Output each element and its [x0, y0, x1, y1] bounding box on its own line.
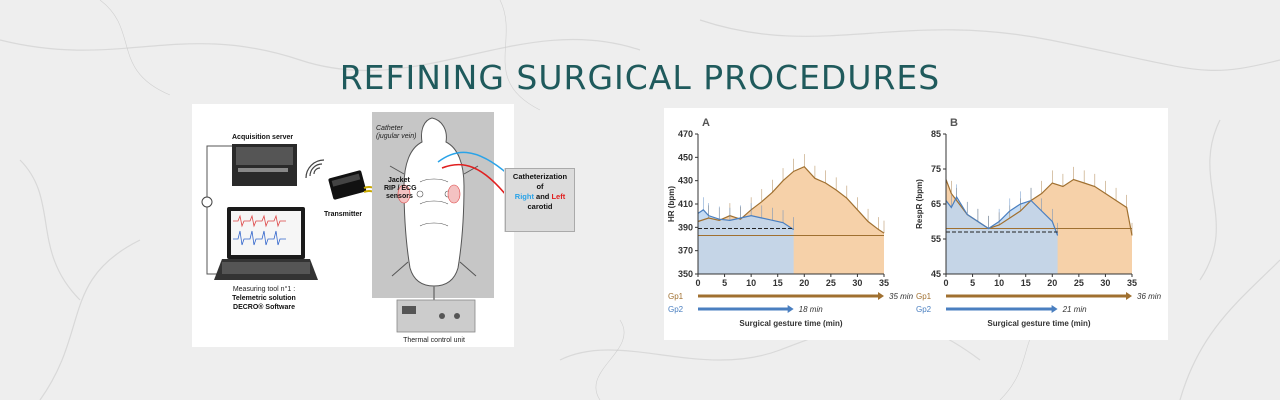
jacket-sensor-label: RIP / ECG: [384, 185, 417, 192]
y-tick-label: 65: [931, 199, 941, 209]
duration-label-gp1: 35 min: [889, 292, 914, 301]
y-axis-label: HR (bpm): [667, 186, 676, 222]
catheter-vein-label: (jugular vein): [376, 133, 416, 140]
x-tick-label: 35: [1127, 278, 1137, 288]
y-axis-label: RespR (bpm): [915, 179, 924, 229]
group-label-gp2: Gp2: [668, 305, 684, 314]
duration-label-gp2: 21 min: [1062, 305, 1088, 314]
catheterization-of-label: of: [536, 182, 544, 191]
and-label: and: [533, 192, 552, 201]
cable: [206, 145, 232, 275]
x-tick-label: 35: [879, 278, 889, 288]
y-tick-label: 450: [678, 152, 693, 162]
y-tick-label: 85: [931, 129, 941, 139]
arrow-head: [787, 305, 794, 313]
catheter-label: Catheter: [376, 125, 404, 132]
right-label: Right: [514, 192, 534, 201]
x-tick-label: 15: [1021, 278, 1031, 288]
y-tick-label: 350: [678, 269, 693, 279]
x-tick-label: 25: [826, 278, 836, 288]
x-tick-label: 20: [1047, 278, 1057, 288]
left-label: Left: [551, 192, 566, 201]
area-gp2: [698, 209, 794, 274]
telemetric-solution-label: Telemetric solution: [232, 295, 296, 302]
charts-panel: 350 370 390 410 430 450 470 0 5 10 15 20 25 30 35 A HR (…: [664, 108, 1168, 340]
x-axis-label: Surgical gesture time (min): [739, 319, 842, 328]
x-tick-label: 5: [970, 278, 975, 288]
line-gp2: [697, 209, 794, 231]
panel-label: A: [702, 117, 710, 129]
setup-diagram: Acquisition server Measuring tool n°1 : …: [192, 104, 514, 347]
thermal-control-icon: [396, 299, 476, 333]
x-tick-label: 30: [1100, 278, 1110, 288]
y-tick-label: 390: [678, 222, 693, 232]
area-gp2: [946, 197, 1058, 274]
x-tick-label: 5: [722, 278, 727, 288]
group-label-gp1: Gp1: [668, 292, 684, 301]
x-axis-label: Surgical gesture time (min): [987, 319, 1090, 328]
left-catheter-line: [441, 163, 511, 201]
transmitter-icon: [328, 170, 367, 200]
y-tick-label: 45: [931, 269, 941, 279]
x-tick-label: 10: [746, 278, 756, 288]
panel-label: B: [950, 117, 958, 129]
line-gp2: [945, 195, 1059, 236]
carotid-label: carotid: [527, 202, 553, 211]
x-tick-label: 25: [1074, 278, 1084, 288]
catheterization-box: Catheterization of Right and Left caroti…: [505, 168, 575, 232]
x-tick-label: 0: [695, 278, 700, 288]
page-title: REFINING SURGICAL PROCEDURES: [339, 58, 941, 97]
connector-icon: [201, 196, 213, 208]
y-tick-label: 55: [931, 234, 941, 244]
measuring-tool-label: Measuring tool n°1 :: [233, 285, 295, 293]
jacket-sensors-label: sensors: [386, 193, 413, 200]
arrow-head: [1126, 292, 1132, 300]
acquisition-server-label: Acquisition server: [232, 134, 293, 141]
y-tick-label: 75: [931, 164, 941, 174]
y-tick-label: 410: [678, 199, 693, 209]
y-tick-label: 470: [678, 129, 693, 139]
y-tick-label: 430: [678, 176, 693, 186]
duration-label-gp2: 18 min: [799, 305, 824, 314]
right-catheter-line: [437, 151, 511, 177]
x-tick-label: 10: [994, 278, 1004, 288]
group-label-gp1: Gp1: [916, 292, 932, 301]
transmitter-label: Transmitter: [324, 211, 362, 218]
jacket-label: Jacket: [388, 177, 410, 184]
duration-label-gp1: 36 min: [1137, 292, 1162, 301]
y-tick-label: 370: [678, 246, 693, 256]
x-tick-label: 30: [852, 278, 862, 288]
arrow-head: [878, 292, 884, 300]
wireless-icon: [305, 159, 325, 179]
x-tick-label: 0: [943, 278, 948, 288]
thermal-control-label: Thermal control unit: [403, 337, 465, 344]
group-label-gp2: Gp2: [916, 305, 932, 314]
x-tick-label: 15: [773, 278, 783, 288]
arrow-head: [1051, 305, 1058, 313]
software-label: DECRO® Software: [233, 303, 295, 311]
catheterization-label: Catheterization: [512, 172, 568, 181]
x-tick-label: 20: [799, 278, 809, 288]
